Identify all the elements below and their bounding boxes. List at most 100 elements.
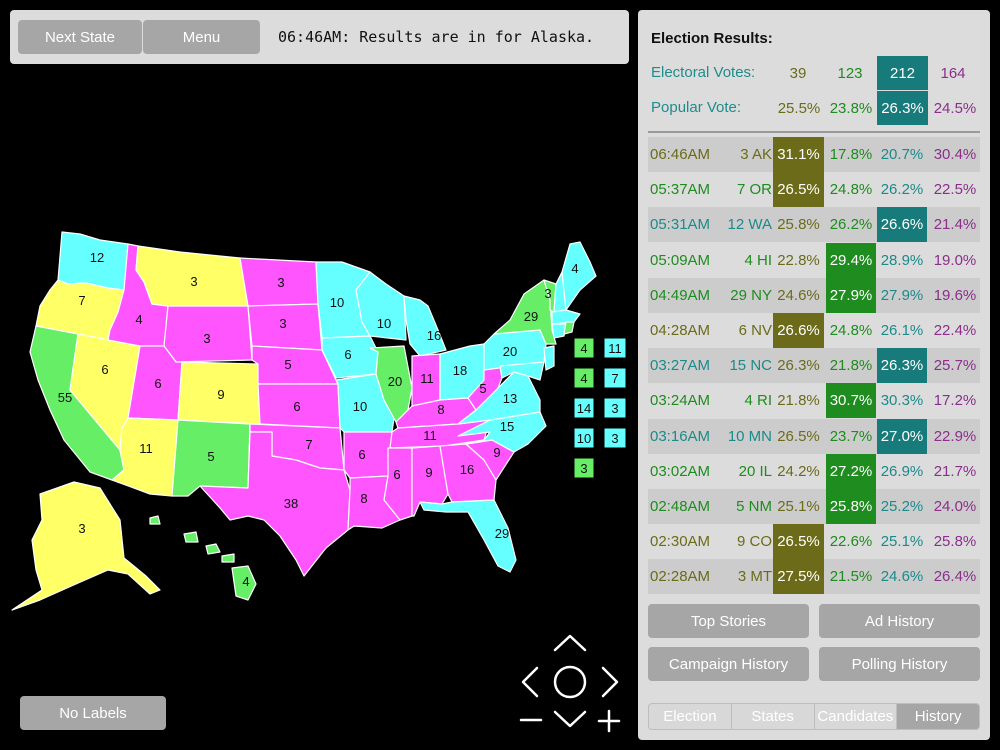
- history-state: 7 OR: [736, 181, 772, 199]
- label-ar: 6: [358, 447, 365, 462]
- label-me: 4: [571, 261, 578, 276]
- label-sc: 9: [493, 445, 500, 460]
- state-mi[interactable]: [403, 295, 447, 357]
- state-hi-3[interactable]: [205, 543, 221, 555]
- history-row[interactable]: 05:37AM 7 OR 26.5% 24.8% 26.2% 22.5%: [648, 172, 980, 208]
- label-box-vt: 3: [580, 461, 587, 476]
- box-md[interactable]: [573, 427, 595, 449]
- history-row[interactable]: 03:24AM 4 RI 21.8% 30.7% 30.3% 17.2%: [648, 383, 980, 419]
- popular-c3: 26.3%: [877, 91, 928, 125]
- state-wi[interactable]: [355, 271, 407, 341]
- state-ri[interactable]: [563, 321, 575, 335]
- label-tx: 38: [284, 496, 298, 511]
- next-state-button[interactable]: Next State: [18, 20, 142, 54]
- electoral-votes-row: Electoral Votes: 39 123 212 164: [638, 56, 990, 90]
- state-nj[interactable]: [543, 345, 555, 371]
- state-md[interactable]: [499, 361, 545, 381]
- history-row[interactable]: 04:49AM 29 NY 24.6% 27.9% 27.9% 19.6%: [648, 277, 980, 313]
- history-value-c3: 25.2%: [880, 498, 924, 515]
- history-row[interactable]: 02:30AM 9 CO 26.5% 22.6% 25.1% 25.8%: [648, 524, 980, 560]
- state-ma[interactable]: [551, 309, 581, 325]
- history-time: 02:30AM: [650, 533, 711, 551]
- tab-states[interactable]: States: [732, 704, 815, 729]
- state-me[interactable]: [561, 241, 597, 311]
- box-de[interactable]: [603, 397, 627, 419]
- tab-history[interactable]: History: [897, 704, 979, 729]
- label-mi: 16: [427, 328, 441, 343]
- state-vt[interactable]: [543, 279, 557, 313]
- history-value-c4: 30.4%: [933, 146, 977, 163]
- zoom-in-icon[interactable]: [597, 709, 621, 733]
- state-az[interactable]: [111, 417, 179, 497]
- state-hi-2[interactable]: [183, 531, 199, 543]
- popular-vote-label: Popular Vote:: [651, 99, 742, 116]
- center-map-icon[interactable]: [553, 665, 587, 699]
- history-row[interactable]: 02:28AM 3 MT 27.5% 21.5% 24.6% 26.4%: [648, 559, 980, 595]
- box-ma[interactable]: [603, 337, 627, 359]
- label-ms: 6: [393, 467, 400, 482]
- label-ca: 55: [58, 390, 72, 405]
- box-ri[interactable]: [573, 367, 595, 389]
- map-nav-pad: [519, 634, 621, 733]
- box-dc[interactable]: [603, 427, 627, 449]
- history-row[interactable]: 03:02AM 20 IL 24.2% 27.2% 26.9% 21.7%: [648, 453, 980, 489]
- electoral-c1: 39: [789, 64, 807, 82]
- history-value-c2: 22.6%: [829, 533, 873, 551]
- label-wy: 3: [203, 331, 210, 346]
- history-row[interactable]: 02:48AM 5 NM 25.1% 25.8% 25.2% 24.0%: [648, 489, 980, 524]
- top-stories-button[interactable]: Top Stories: [648, 604, 809, 638]
- pan-up-icon[interactable]: [553, 634, 587, 652]
- history-value-c2: 21.8%: [829, 357, 873, 375]
- label-ga: 16: [460, 462, 474, 477]
- polling-history-button[interactable]: Polling History: [819, 647, 980, 681]
- history-row[interactable]: 05:31AM 12 WA 25.8% 26.2% 26.6% 21.4%: [648, 207, 980, 243]
- history-time: 05:37AM: [650, 181, 711, 199]
- ad-history-button[interactable]: Ad History: [819, 604, 980, 638]
- history-state: 6 NV: [738, 322, 772, 339]
- history-time: 06:46AM: [650, 146, 711, 163]
- history-row[interactable]: 03:27AM 15 NC 26.3% 21.8% 26.3% 25.7%: [648, 348, 980, 384]
- state-hi-1[interactable]: [149, 515, 161, 525]
- state-hi-4[interactable]: [221, 553, 235, 563]
- pan-right-icon[interactable]: [601, 666, 619, 698]
- history-time: 02:28AM: [650, 568, 711, 586]
- history-value-c3: 26.2%: [880, 181, 924, 199]
- election-results-panel: Election Results: Electoral Votes: 39 12…: [638, 10, 990, 740]
- state-ct[interactable]: [551, 323, 567, 339]
- campaign-history-button[interactable]: Campaign History: [648, 647, 809, 681]
- label-wi: 10: [377, 316, 391, 331]
- box-vt[interactable]: [573, 457, 595, 479]
- pan-down-icon[interactable]: [553, 710, 587, 728]
- history-value-c3: 26.3%: [877, 348, 927, 384]
- history-row[interactable]: 06:46AM 3 AK 31.1% 17.8% 20.7% 30.4%: [648, 137, 980, 172]
- pan-left-icon[interactable]: [521, 666, 539, 698]
- state-hi[interactable]: [231, 565, 257, 601]
- state-ny[interactable]: [493, 279, 557, 345]
- box-ct[interactable]: [603, 367, 627, 389]
- state-wy[interactable]: [163, 305, 253, 363]
- label-va: 13: [503, 391, 517, 406]
- history-row[interactable]: 03:16AM 10 MN 26.5% 23.7% 27.0% 22.9%: [648, 418, 980, 454]
- history-row[interactable]: 05:09AM 4 HI 22.8% 29.4% 28.9% 19.0%: [648, 242, 980, 278]
- label-ny: 29: [524, 309, 538, 324]
- state-ak[interactable]: [11, 481, 161, 611]
- state-tx[interactable]: [199, 431, 351, 577]
- history-state: 9 CO: [736, 533, 772, 551]
- history-row[interactable]: 04:28AM 6 NV 26.6% 24.8% 26.1% 22.4%: [648, 313, 980, 348]
- history-value-c3: 30.3%: [880, 392, 924, 410]
- box-nh[interactable]: [573, 337, 595, 359]
- history-value-c1: 26.5%: [777, 427, 820, 445]
- label-ks: 6: [293, 399, 300, 414]
- tab-candidates[interactable]: Candidates: [815, 704, 898, 729]
- menu-button[interactable]: Menu: [143, 20, 260, 54]
- label-box-ct: 7: [611, 371, 618, 386]
- state-va[interactable]: [457, 371, 541, 425]
- history-value-c1: 22.8%: [777, 251, 820, 269]
- tab-election[interactable]: Election: [649, 704, 732, 729]
- box-nj[interactable]: [573, 397, 595, 419]
- no-labels-button[interactable]: No Labels: [20, 696, 166, 730]
- label-box-ma: 11: [608, 341, 622, 356]
- state-fl[interactable]: [419, 499, 517, 573]
- state-ar[interactable]: [343, 431, 393, 479]
- label-vt: 3: [544, 286, 551, 301]
